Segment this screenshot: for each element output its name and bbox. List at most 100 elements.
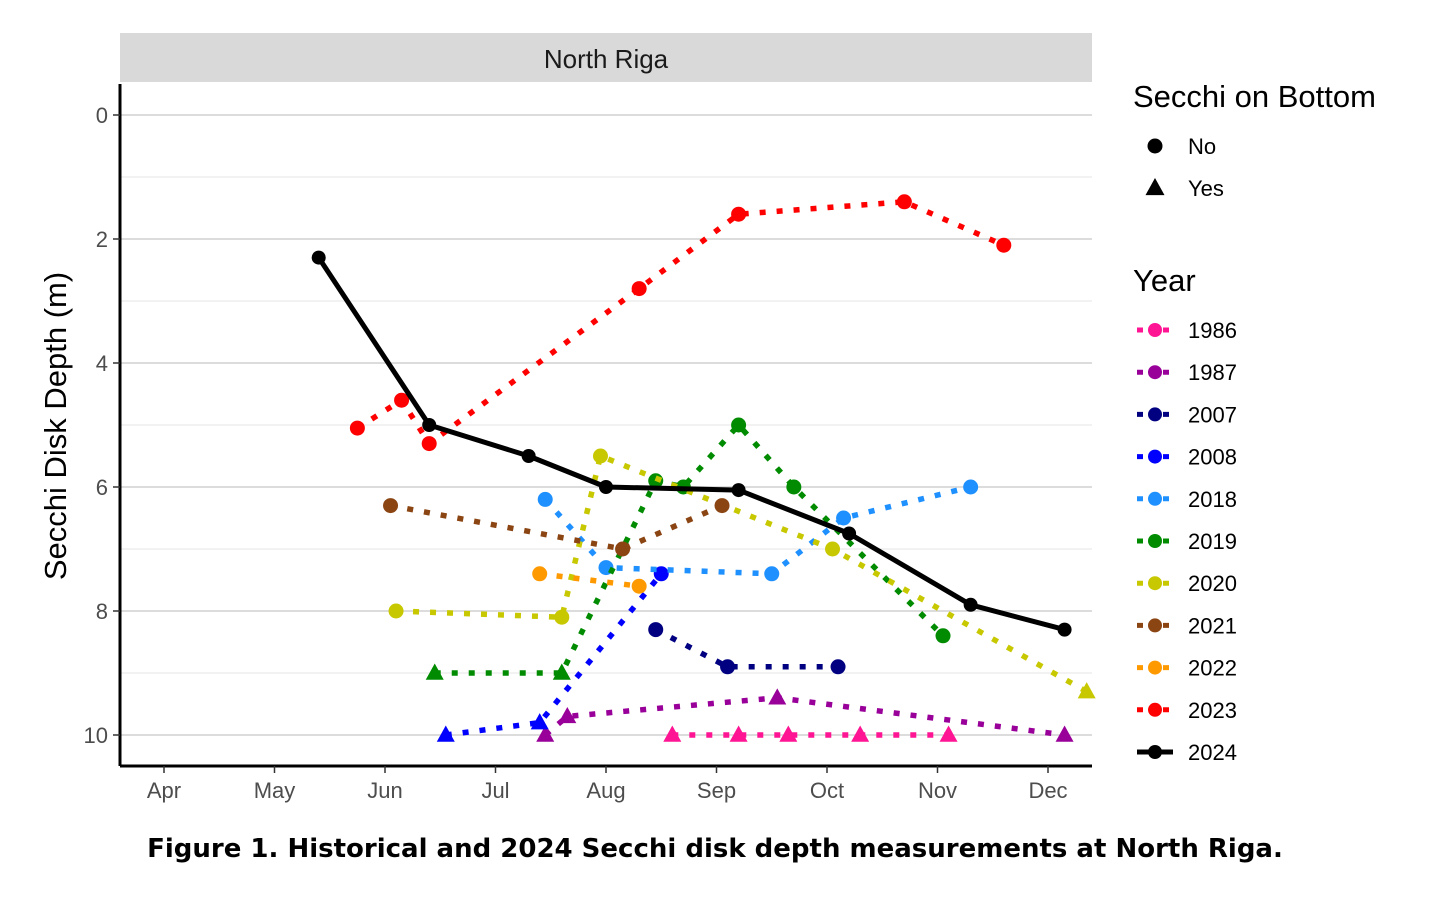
data-point-2023 (421, 436, 437, 452)
legend-year-key-point (1148, 534, 1162, 548)
data-point-2023 (731, 206, 747, 222)
data-point-2018 (537, 491, 553, 507)
legend-year-key-point (1148, 576, 1162, 591)
x-tick-label: Nov (918, 778, 957, 803)
data-point-2024 (422, 418, 437, 432)
data-point-2020 (554, 609, 570, 625)
legend-year-label: 1987 (1188, 360, 1237, 385)
data-point-2008 (653, 566, 669, 582)
x-tick-label: Dec (1028, 778, 1067, 803)
data-point-1986 (851, 725, 870, 742)
data-point-2022 (631, 578, 647, 594)
data-point-2024 (731, 483, 746, 498)
series-line-2024 (316, 256, 1066, 633)
data-point-2024 (1057, 622, 1072, 637)
y-tick-label: 6 (96, 475, 108, 500)
legend-shape-key (1147, 138, 1163, 154)
chart-background (0, 0, 1430, 830)
legend-year-key-point (1148, 702, 1162, 717)
series-1987 (536, 688, 1074, 742)
data-point-2024 (963, 597, 978, 612)
data-point-1987 (558, 706, 577, 724)
legend-shape-key (1145, 178, 1165, 196)
data-point-2008 (436, 725, 455, 742)
data-point-2018 (764, 566, 780, 582)
data-point-2020 (388, 603, 404, 619)
x-tick-label: May (254, 778, 296, 803)
data-point-1986 (663, 725, 682, 742)
legend-year-label: 2022 (1188, 656, 1237, 681)
data-point-2020 (592, 448, 608, 464)
y-tick-label: 2 (96, 227, 108, 252)
data-point-2007 (830, 659, 846, 675)
data-point-2019 (731, 417, 747, 433)
data-point-2023 (631, 281, 647, 297)
legend-year-label: 2008 (1188, 445, 1237, 470)
x-tick-label: Aug (586, 778, 625, 803)
data-point-2019 (552, 663, 571, 680)
series-line-2008 (445, 572, 664, 738)
legend-shape-label: Yes (1188, 176, 1224, 201)
data-point-2019 (786, 479, 802, 495)
data-point-2023 (349, 420, 365, 436)
legend-year-label: 2023 (1188, 698, 1237, 723)
data-point-2021 (615, 541, 631, 557)
data-point-2019 (425, 663, 444, 680)
data-point-1986 (729, 725, 748, 742)
data-point-2024 (521, 449, 536, 463)
legend: Secchi on Bottom No Yes Year 1986 1987 2007 200… (1133, 79, 1376, 765)
legend-year-label: 2018 (1188, 487, 1237, 512)
data-point-2007 (648, 622, 664, 638)
x-tick-label: Apr (147, 778, 181, 803)
data-point-1987 (768, 688, 787, 705)
legend-year-key-point (1148, 323, 1162, 337)
x-tick-label: Sep (697, 778, 736, 803)
legend-year-title: Year (1133, 263, 1196, 298)
data-point-2024 (842, 526, 857, 541)
series-1986 (663, 725, 958, 742)
y-tick-label: 8 (96, 599, 108, 624)
data-point-2007 (720, 659, 736, 675)
legend-year-key-point (1148, 618, 1162, 633)
data-point-2018 (836, 510, 852, 526)
data-point-2024 (311, 250, 326, 265)
series-2007 (648, 622, 846, 675)
data-point-2021 (714, 498, 730, 514)
data-point-2023 (394, 392, 410, 408)
y-axis-label: Secchi Disk Depth (m) (38, 272, 73, 580)
legend-year-key-point (1148, 449, 1162, 464)
legend-year-key-point (1148, 365, 1162, 380)
axes: 0 2 4 6 8 10 Apr May Jun Jul Aug Sep Oct Nov Dec (84, 84, 1092, 803)
y-tick-label: 10 (84, 723, 108, 748)
series-2024 (311, 250, 1072, 637)
legend-year-label: 2024 (1188, 740, 1237, 765)
data-point-2021 (383, 498, 399, 514)
legend-year-label: 1986 (1188, 318, 1237, 343)
data-point-2018 (963, 479, 979, 495)
series-2022 (532, 566, 647, 594)
series-line-2007 (654, 627, 839, 670)
legend-shape-label: No (1188, 134, 1216, 159)
y-tick-label: 4 (96, 351, 108, 376)
data-point-2022 (532, 566, 548, 582)
facet-title: North Riga (544, 44, 669, 74)
legend-year-label: 2020 (1188, 571, 1237, 596)
data-point-1986 (779, 725, 798, 742)
legend-year-key-point (1148, 407, 1162, 422)
data-point-1986 (939, 725, 958, 742)
data-point-2008 (530, 713, 549, 730)
data-point-2024 (599, 480, 613, 494)
legend-year-label: 2021 (1188, 613, 1237, 638)
data-point-1987 (1055, 725, 1074, 742)
x-tick-label: Oct (810, 778, 844, 803)
legend-year-key-point (1148, 745, 1162, 759)
legend-year-key-point (1148, 491, 1162, 506)
data-point-2019 (935, 628, 951, 644)
legend-year-label: 2019 (1188, 529, 1237, 554)
series-2023 (349, 194, 1012, 452)
y-tick-label: 0 (96, 103, 108, 128)
series-2021 (383, 498, 730, 557)
legend-year-label: 2007 (1188, 402, 1237, 427)
data-point-2023 (996, 237, 1012, 253)
data-point-2020 (1077, 682, 1096, 699)
